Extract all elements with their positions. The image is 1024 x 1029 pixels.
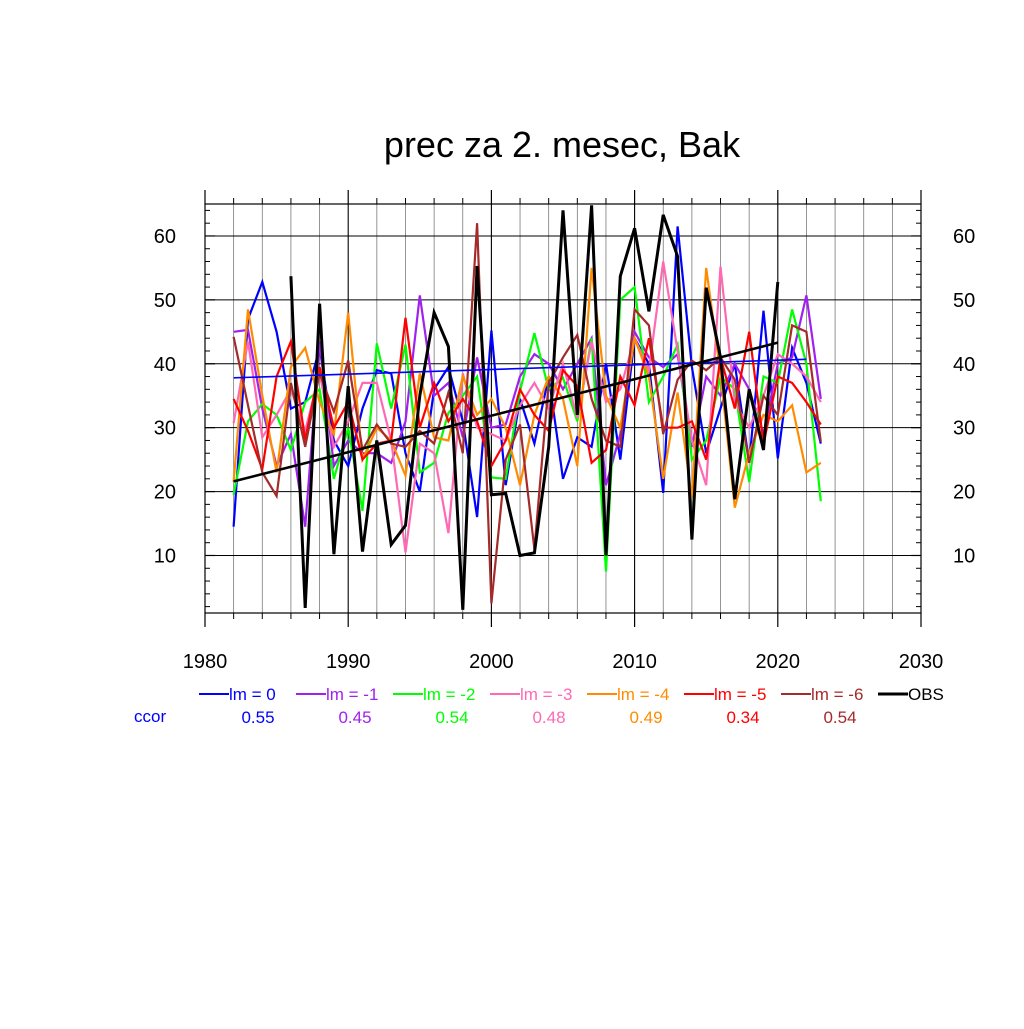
series-line-lm6: [232, 223, 822, 604]
y-tick-label-left: 10: [154, 545, 176, 567]
ccor-value: 0.34: [726, 708, 759, 727]
ticks: [204, 190, 922, 627]
y-tick-label-right: 20: [953, 482, 975, 504]
y-tick-label-right: 60: [953, 226, 975, 248]
trend-line-obs: [233, 341, 779, 483]
y-tick-label-right: 50: [953, 290, 975, 312]
legend-label: lm = -5: [714, 685, 766, 704]
x-tick-label: 2010: [612, 651, 657, 673]
y-tick-label-right: 10: [953, 545, 975, 567]
ccor-label: ccor: [134, 707, 166, 726]
trend-layer: [233, 341, 807, 483]
ccor-value: 0.54: [823, 708, 856, 727]
x-tick-label: 2030: [899, 651, 944, 673]
x-tick-label: 2000: [469, 651, 514, 673]
legend: ccor lm = 0 0.55 lm = -1 0.45 lm = -2 0.54 lm =…: [134, 685, 944, 727]
y-tick-label-left: 20: [154, 482, 176, 504]
ccor-value: 0.49: [629, 708, 662, 727]
legend-label: lm = -6: [811, 685, 863, 704]
series-line-obs: [289, 205, 780, 610]
x-tick-label: 1980: [183, 651, 228, 673]
legend-label: lm = 0: [229, 685, 276, 704]
legend-label: lm = -1: [326, 685, 378, 704]
ccor-value: 0.54: [435, 708, 468, 727]
x-tick-label: 2020: [756, 651, 801, 673]
y-tick-label-left: 40: [154, 354, 176, 376]
legend-label: lm = -4: [617, 685, 669, 704]
ccor-value: 0.55: [241, 708, 274, 727]
series-layer: [232, 205, 822, 610]
ccor-value: 0.45: [338, 708, 371, 727]
y-tick-label-left: 30: [154, 418, 176, 440]
series-line-lm3: [232, 261, 822, 553]
ccor-value: 0.48: [532, 708, 565, 727]
y-tick-label-right: 30: [953, 418, 975, 440]
chart-title: prec za 2. mesec, Bak: [384, 124, 741, 165]
y-tick-label-left: 60: [154, 226, 176, 248]
series-line-lm5: [232, 317, 822, 474]
y-tick-label-left: 50: [154, 290, 176, 312]
legend-label: lm = -2: [423, 685, 475, 704]
trend-line-lm0: [233, 358, 807, 379]
legend-label: OBS: [908, 685, 944, 704]
plot-frame: [204, 203, 922, 614]
y-tick-label-right: 40: [953, 354, 975, 376]
legend-label: lm = -3: [520, 685, 572, 704]
x-tick-label: 1990: [326, 651, 371, 673]
